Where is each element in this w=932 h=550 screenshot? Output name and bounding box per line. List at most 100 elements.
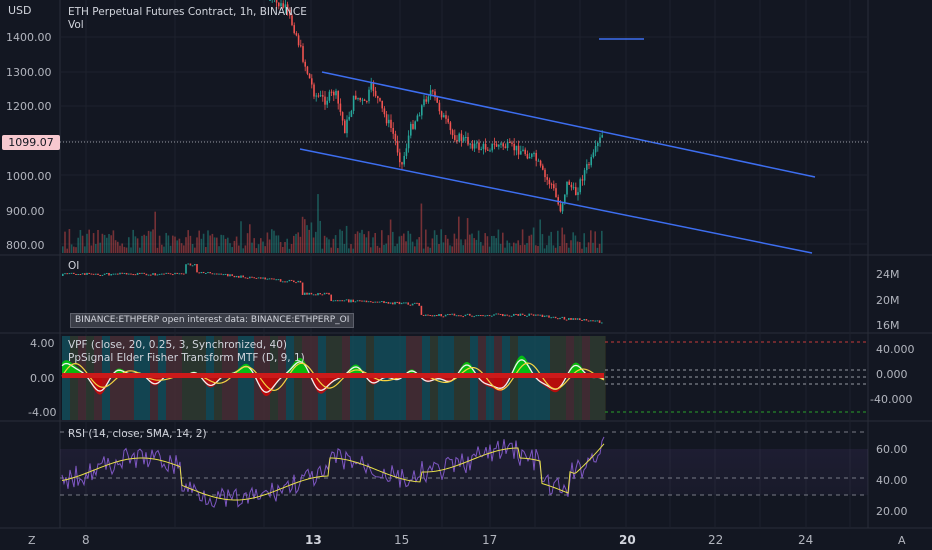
volume-bar [598, 243, 601, 253]
oi-bar [143, 272, 145, 274]
oi-bar [389, 302, 392, 304]
candle-body [482, 143, 485, 149]
oi-bar [499, 313, 502, 315]
oi-bar [123, 272, 126, 274]
oi-bar [581, 320, 583, 322]
volume-bar [200, 238, 203, 253]
volume-bar [405, 241, 407, 253]
oi-bar [282, 281, 284, 283]
candle-body [476, 142, 478, 144]
candle-body [405, 148, 408, 156]
candle-body [456, 139, 458, 142]
oi-bar [172, 274, 174, 276]
oi-bar [510, 315, 513, 317]
oi-bar [117, 273, 119, 275]
oi-bar [310, 292, 313, 295]
oi-bar [405, 302, 407, 304]
oi-bar [66, 273, 68, 275]
oi-title[interactable]: OI [68, 260, 80, 272]
volume-bar [154, 211, 156, 253]
volume-bar [312, 237, 315, 253]
price-tick: 800.00 [6, 239, 45, 252]
volume-bar [385, 243, 387, 253]
oi-bar [163, 273, 165, 275]
candle-body [447, 118, 449, 123]
volume-bar [235, 236, 238, 253]
chart-title[interactable]: ETH Perpetual Futures Contract, 1h, BINA… [68, 6, 307, 18]
volume-bar [121, 243, 123, 253]
oi-bar [526, 315, 528, 317]
oi-bar [554, 316, 557, 319]
oi-bar [158, 273, 161, 275]
oi-bar [451, 313, 453, 315]
volume-bars [62, 194, 603, 253]
candle-body [487, 149, 489, 151]
volume-bar [576, 241, 579, 253]
candle-body [377, 96, 379, 99]
candle-body [572, 187, 575, 189]
candle-body [330, 91, 333, 93]
candle-body [412, 123, 414, 129]
volume-bar [557, 230, 559, 253]
oi-bar [411, 303, 414, 306]
time-label: 24 [798, 533, 814, 547]
candle-body [302, 46, 304, 62]
oi-bar [387, 301, 390, 304]
volume-bar [282, 246, 284, 253]
oi-bar [398, 301, 401, 305]
vpf-title[interactable]: VPF (close, 20, 0.25, 3, Synchronized, 4… [68, 339, 287, 351]
volume-label[interactable]: Vol [68, 19, 84, 31]
oi-bar [444, 314, 447, 317]
a-button[interactable]: A [898, 534, 906, 547]
oi-bar [541, 314, 544, 318]
oi-bar [570, 318, 572, 320]
candle-body [583, 170, 586, 181]
volume-bar [365, 237, 368, 253]
oi-bar [246, 277, 249, 279]
oi-bar [277, 279, 280, 281]
oi-bar [165, 272, 167, 274]
z-button[interactable]: Z [28, 534, 36, 547]
oi-bar [205, 272, 207, 274]
volume-bar [484, 233, 486, 253]
oi-bar [407, 302, 409, 305]
oi-bar [196, 264, 198, 273]
volume-bar [499, 243, 502, 253]
volume-bar [112, 230, 115, 253]
candle-body [423, 99, 425, 106]
oi-bar [493, 314, 495, 316]
candle-body [280, 3, 282, 7]
candle-body [493, 143, 496, 145]
candle-body [577, 192, 579, 196]
oi-bar [396, 301, 398, 303]
volume-bar [392, 231, 394, 253]
oi-bar [438, 313, 440, 316]
rsi-title[interactable]: RSI (14, close, SMA, 14, 2) [68, 428, 207, 440]
volume-bar [389, 219, 392, 253]
candle-body [546, 177, 548, 180]
volume-bar [114, 240, 117, 253]
volume-bar [240, 221, 242, 253]
volume-bar [251, 242, 253, 253]
channel-upper-trendline [321, 71, 816, 178]
oi-bar [92, 273, 95, 275]
volume-bar [409, 233, 412, 253]
oi-bar [130, 273, 132, 275]
candle-body [434, 91, 436, 98]
volume-bar [574, 235, 577, 253]
oi-bar [561, 316, 563, 318]
oi-bar [563, 316, 566, 320]
oi-bar [110, 273, 112, 276]
oi-bar [400, 302, 403, 305]
volume-bar [167, 235, 170, 253]
oi-bar [447, 314, 449, 316]
volume-bar [64, 231, 66, 253]
fisher-title[interactable]: PpSignal Elder Fisher Transform MTF (D, … [68, 352, 305, 364]
volume-bar [73, 246, 75, 253]
volume-bar [524, 244, 526, 253]
volume-bar [86, 233, 88, 253]
volume-bar [117, 241, 119, 253]
volume-bar [550, 231, 552, 253]
